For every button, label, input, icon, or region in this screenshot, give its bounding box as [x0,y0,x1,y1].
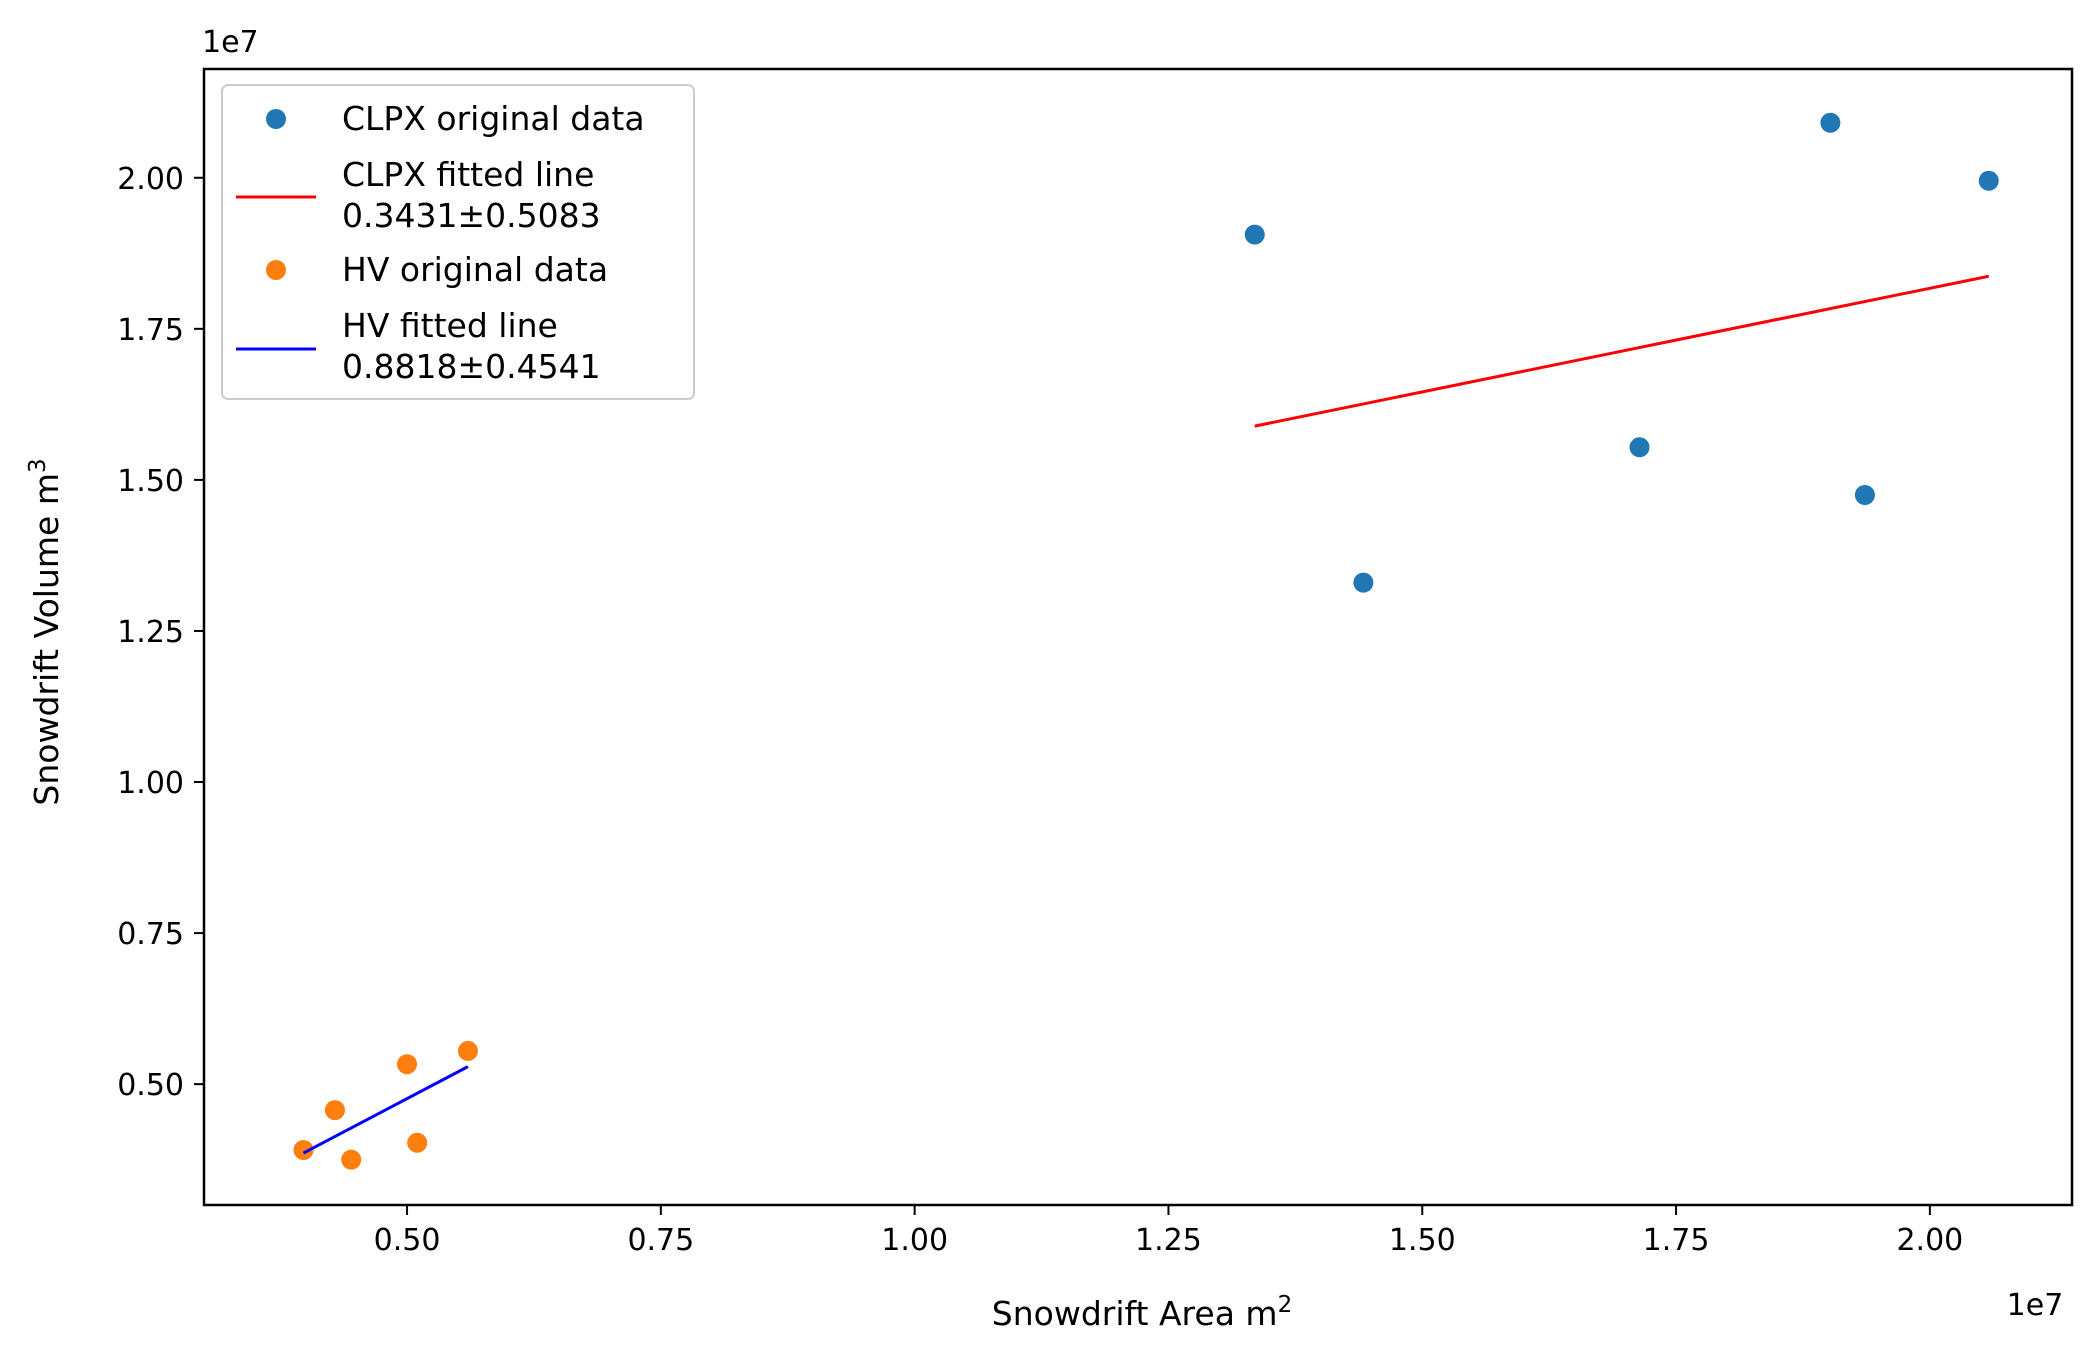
data-point-clpx-original-data [1820,112,1841,133]
data-point-clpx-original-data [1854,485,1875,505]
legend-label-clpx-fitted-value: 0.3431±0.5083 [342,196,601,235]
x-tick-label: 0.50 [374,1223,441,1258]
x-tick-label: 2.00 [1896,1223,1963,1258]
legend-label-hv-fitted-value: 0.8818±0.4541 [342,347,601,386]
legend-frame [221,84,695,400]
legend-label-hv-original: HV original data [342,250,608,289]
legend-label-hv-fitted: HV fitted line [342,306,558,345]
data-point-clpx-original-data [1244,224,1265,245]
data-point-clpx-original-data [1629,437,1650,458]
legend-label-clpx-original: CLPX original data [342,99,645,138]
x-offset-label: 1e7 [2007,1288,2064,1323]
x-tick-label: 1.50 [1389,1223,1456,1258]
series-line-hv-fitted-line [302,1065,469,1155]
legend-marker-clpx-original [266,109,286,129]
legend-marker-hv-original [266,260,286,280]
y-axis-label-text: Snowdrift Volume m [27,473,66,806]
plot-marks [293,112,1999,1170]
x-axis-label-text: Snowdrift Area m [992,1294,1278,1333]
legend-label-clpx-fitted: CLPX fitted line [342,155,594,194]
data-point-clpx-original-data [1353,572,1374,593]
y-tick-label: 0.75 [117,917,184,952]
data-point-hv-original-data [397,1054,418,1075]
y-tick-label: 1.50 [117,464,184,499]
plot-frame [202,67,2074,1207]
legend: CLPX original data CLPX fitted line 0.34… [221,84,695,400]
data-point-hv-original-data [407,1132,428,1153]
y-tick-label: 2.00 [117,162,184,197]
y-tick-label: 0.50 [117,1068,184,1103]
data-point-clpx-original-data [1978,170,1999,191]
x-axis-label: Snowdrift Area m2 [992,1292,1292,1333]
data-point-hv-original-data [457,1040,478,1061]
y-tick-label: 1.00 [117,766,184,801]
y-axis-label: Snowdrift Volume m3 [25,458,66,805]
data-point-hv-original-data [293,1140,314,1161]
x-axis-label-superscript: 2 [1278,1292,1293,1318]
y-axis-label-superscript: 3 [25,458,51,473]
y-tick-label: 1.75 [117,313,184,348]
y-offset-label: 1e7 [202,25,259,60]
y-tick-label: 1.25 [117,615,184,650]
x-tick-label: 0.75 [627,1223,694,1258]
series-line-clpx-fitted-line [1254,274,1990,428]
x-tick-label: 1.25 [1135,1223,1202,1258]
x-tick-label: 1.00 [881,1223,948,1258]
data-point-hv-original-data [324,1100,345,1121]
x-tick-label: 1.75 [1643,1223,1710,1258]
data-point-hv-original-data [341,1149,362,1170]
axes: 0.50 0.75 1.00 1.25 1.50 1.75 2.00 0.50 0.75 1.00… [117,67,2074,1258]
